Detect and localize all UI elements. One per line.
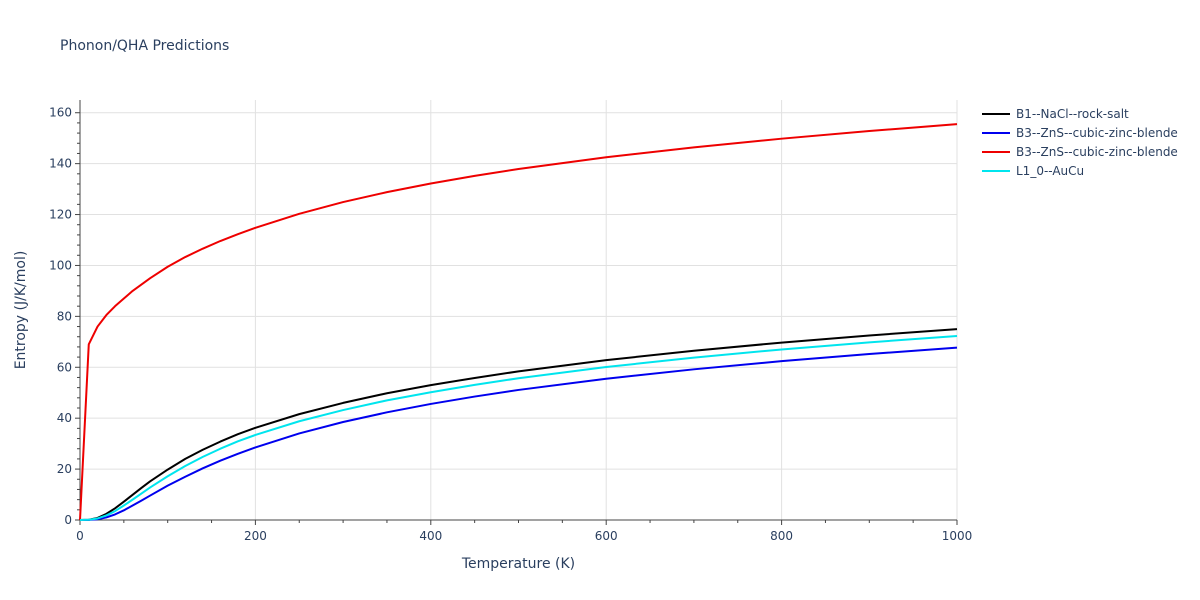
axes: 0 20 40 60 80 100 120 140 160 0 200 400 600 800 1000 [49, 100, 972, 543]
grid [80, 100, 958, 520]
y-tick-label: 20 [57, 462, 72, 476]
legend-label: B3--ZnS--cubic-zinc-blende [1016, 126, 1178, 140]
y-tick-label: 100 [49, 258, 72, 272]
series-line-1 [79, 328, 958, 521]
legend-item-2[interactable]: B3--ZnS--cubic-zinc-blende [982, 126, 1178, 140]
y-tick-label: 120 [49, 208, 72, 222]
legend-item-1[interactable]: B1--NaCl--rock-salt [982, 107, 1129, 121]
y-tick-label: 40 [57, 411, 72, 425]
legend[interactable]: B1--NaCl--rock-salt B3--ZnS--cubic-zinc-b… [982, 107, 1178, 178]
y-tick-label: 0 [64, 513, 72, 527]
x-tick-label: 600 [595, 529, 618, 543]
x-tick-label: 0 [76, 529, 84, 543]
series-line-4 [79, 334, 958, 521]
y-tick-label: 80 [57, 309, 72, 323]
legend-label: B3--ZnS--cubic-zinc-blende [1016, 145, 1178, 159]
series-line-2 [79, 346, 958, 521]
y-tick-label: 60 [57, 360, 72, 374]
x-tick-label: 200 [244, 529, 267, 543]
x-axis-title: Temperature (K) [461, 556, 575, 572]
y-axis-title: Entropy (J/K/mol) [13, 251, 29, 370]
chart-title: Phonon/QHA Predictions [60, 38, 229, 54]
x-tick-label: 1000 [942, 529, 973, 543]
y-tick-label: 140 [49, 157, 72, 171]
x-tick-label: 400 [419, 529, 442, 543]
x-tick-label: 800 [770, 529, 793, 543]
series-line-3 [79, 123, 958, 521]
legend-label: B1--NaCl--rock-salt [1016, 107, 1129, 121]
legend-item-3[interactable]: B3--ZnS--cubic-zinc-blende [982, 145, 1178, 159]
y-tick-label: 160 [49, 106, 72, 120]
legend-label: L1_0--AuCu [1016, 164, 1084, 178]
legend-item-4[interactable]: L1_0--AuCu [982, 164, 1084, 178]
series-lines [79, 123, 958, 521]
